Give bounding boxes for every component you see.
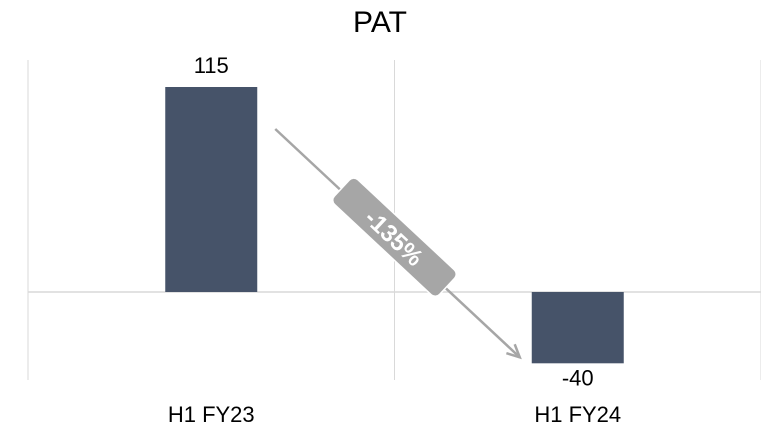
category-labels: H1 FY23 H1 FY24: [168, 402, 621, 427]
data-label: -40: [562, 365, 594, 390]
bars: [165, 87, 624, 364]
data-label: 115: [194, 53, 229, 78]
category-label: H1 FY23: [168, 402, 255, 427]
bar-h1-fy24: [531, 292, 624, 364]
change-badge-box: [332, 177, 457, 297]
bar-h1-fy23: [165, 87, 258, 292]
category-label: H1 FY24: [534, 402, 621, 427]
data-labels: 115 -40: [194, 53, 594, 390]
arrow-head: [506, 343, 522, 360]
change-annotation: -135%: [274, 128, 522, 360]
chart-title: PAT: [353, 6, 407, 39]
